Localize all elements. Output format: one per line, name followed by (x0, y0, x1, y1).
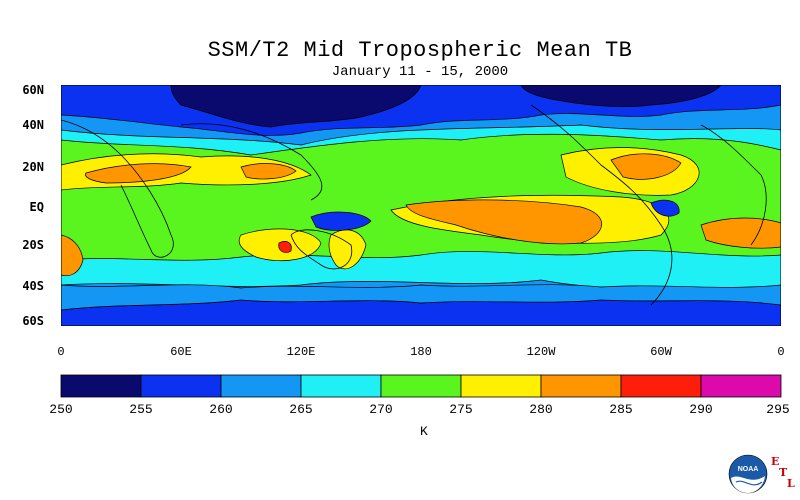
lat-label-20n: 20N (22, 160, 44, 174)
contour-255-north2 (520, 85, 722, 107)
chart-subtitle: January 11 - 15, 2000 (331, 64, 509, 80)
lon-label-60e: 60E (170, 345, 192, 359)
colorbar (60, 374, 782, 398)
lat-label-60s: 60S (22, 314, 44, 328)
colorbar-swatch-250 (60, 374, 142, 398)
contour-260-indonesia (310, 211, 372, 231)
lat-label-40n: 40N (22, 118, 44, 132)
contour-280-sahara (85, 163, 192, 184)
contour-255-north (170, 85, 422, 128)
lon-label-0-end: 0 (777, 345, 785, 359)
contour-280-westafrica (61, 234, 84, 276)
lat-label-60n: 60N (22, 83, 44, 97)
colorbar-tick-265: 265 (289, 402, 313, 417)
contour-280-arabia (240, 163, 297, 180)
colorbar-tick-260: 260 (209, 402, 233, 417)
contour-275-safrica (328, 229, 367, 270)
colorbar-swatch-285 (620, 374, 702, 398)
colorbar-swatch-280 (540, 374, 622, 398)
colorbar-swatch-265 (300, 374, 382, 398)
lon-label-180: 180 (410, 345, 432, 359)
lon-label-120w: 120W (526, 345, 556, 359)
etl-mark: E T L (768, 455, 800, 495)
etl-letter-t: T (779, 466, 788, 479)
colorbar-tick-290: 290 (689, 402, 713, 417)
contour-285-safrica (278, 241, 292, 253)
contour-260-southamerica (650, 199, 680, 217)
colorbar-tick-275: 275 (449, 402, 473, 417)
etl-letter-e: E (771, 455, 780, 468)
colorbar-swatch-270 (380, 374, 462, 398)
coastlines (61, 104, 767, 306)
colorbar-swatch-290 (700, 374, 782, 398)
contour-280-pacific (405, 199, 602, 245)
etl-letter-l: L (787, 477, 795, 490)
colorbar-tick-280: 280 (529, 402, 553, 417)
colorbar-tick-285: 285 (609, 402, 633, 417)
contour-280-southatlantic (700, 217, 781, 249)
colorbar-swatch-255 (140, 374, 222, 398)
colorbar-swatch-260 (220, 374, 302, 398)
colorbar-tick-250: 250 (49, 402, 73, 417)
lon-label-0: 0 (57, 345, 65, 359)
lon-label-60w: 60W (650, 345, 672, 359)
colorbar-tick-255: 255 (129, 402, 153, 417)
lon-label-120e: 120E (286, 345, 316, 359)
temperature-map (61, 85, 781, 326)
contour-280-caribbean (610, 153, 682, 180)
colorbar-swatch-275 (460, 374, 542, 398)
lat-label-40s: 40S (22, 279, 44, 293)
colorbar-tick-270: 270 (369, 402, 393, 417)
lat-label-20s: 20S (22, 238, 44, 252)
colorbar-tick-295: 295 (766, 402, 790, 417)
noaa-logo: NOAA (728, 454, 768, 494)
chart-title: SSM/T2 Mid Tropospheric Mean TB (207, 38, 633, 63)
colorbar-unit: K (420, 424, 428, 439)
lat-label-eq: EQ (29, 200, 44, 214)
noaa-logo-text: NOAA (738, 466, 759, 473)
contour-265-south (61, 284, 781, 311)
